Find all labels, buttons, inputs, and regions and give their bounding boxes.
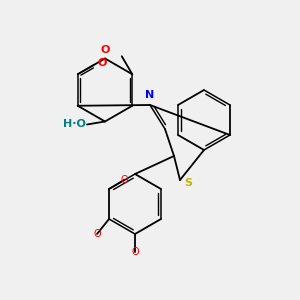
Text: O: O (100, 45, 110, 55)
Text: O: O (93, 229, 101, 239)
Text: S: S (184, 178, 193, 188)
Text: N: N (146, 91, 154, 100)
Text: O: O (120, 175, 128, 185)
Text: H·O: H·O (63, 119, 85, 130)
Text: O: O (131, 247, 139, 257)
Text: O: O (97, 58, 106, 68)
